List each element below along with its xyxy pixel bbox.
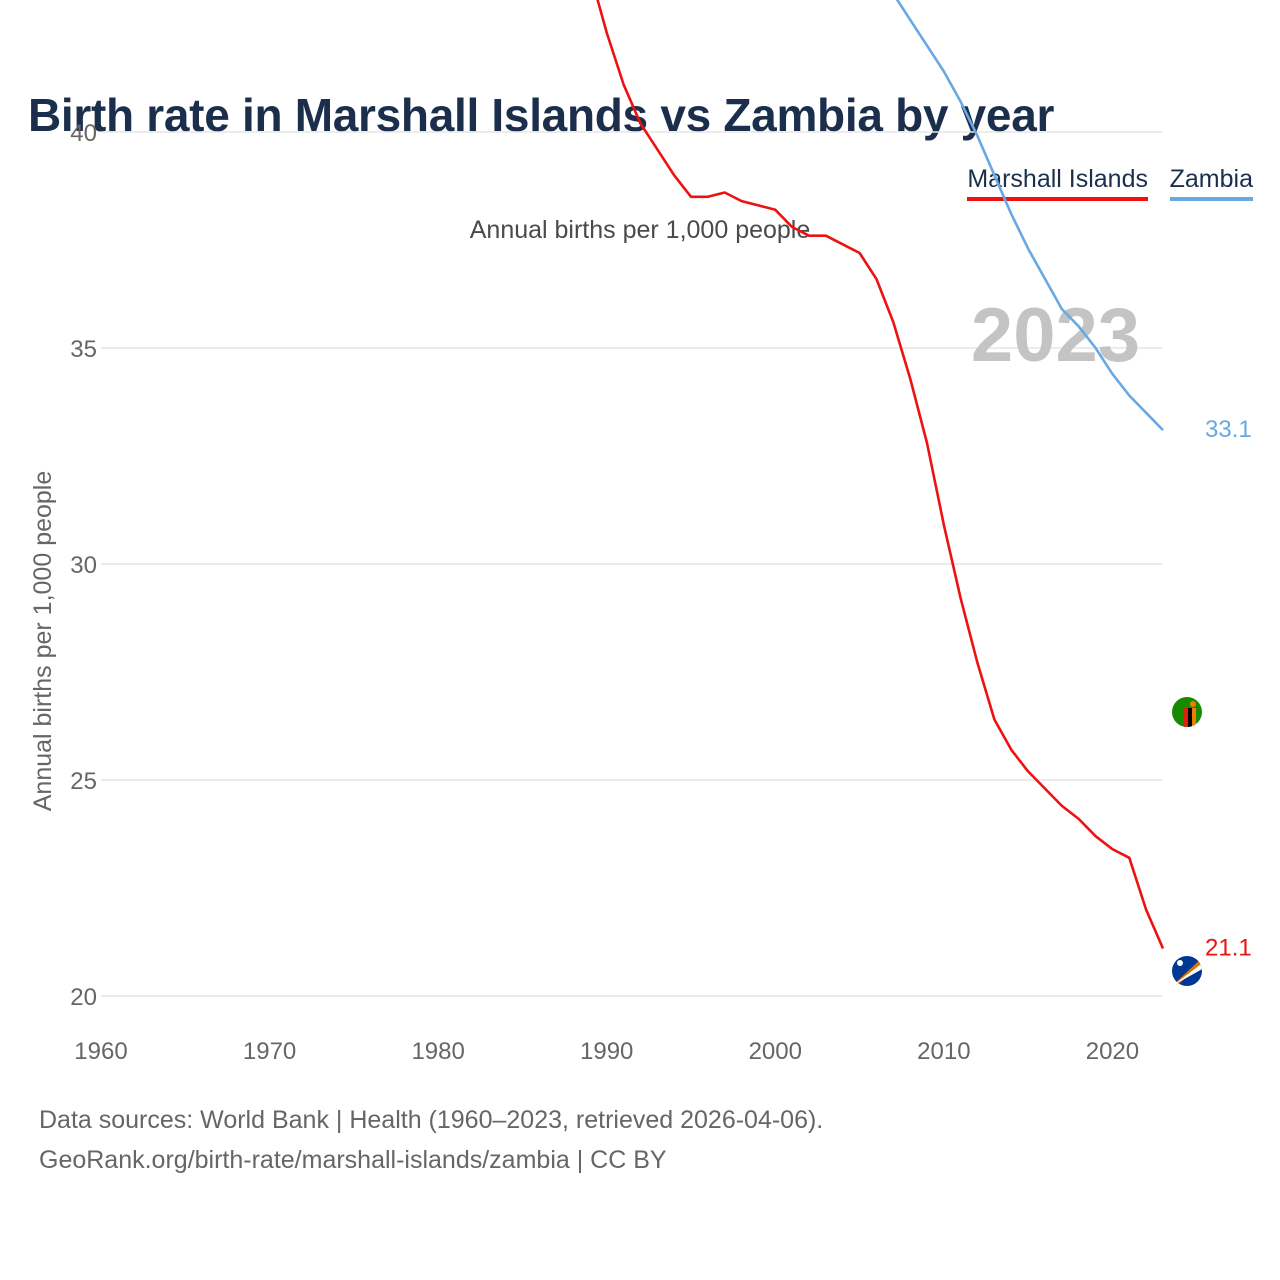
end-markers <box>1172 697 1202 986</box>
x-tick-label: 1980 <box>411 1038 464 1065</box>
y-tick-label: 25 <box>70 768 97 795</box>
y-axis-ticks: 20253035404550 <box>70 120 97 1011</box>
y-tick-label: 30 <box>70 552 97 579</box>
y-axis-label: Annual births per 1,000 people <box>29 471 57 812</box>
line-chart: 20253035404550 1960197019801990200020102… <box>29 0 1252 1065</box>
legend-zambia[interactable]: Zambia <box>1169 165 1253 201</box>
gridlines <box>101 131 1162 997</box>
series-line-marshall-islands <box>596 0 1165 950</box>
source-line-2: GeoRank.org/birth-rate/marshall-islands/… <box>39 1146 667 1174</box>
x-tick-label: 2010 <box>917 1038 970 1065</box>
series-lines <box>596 0 1165 950</box>
marshall-islands-flag-icon <box>1172 956 1202 986</box>
y-tick-label: 35 <box>70 336 97 363</box>
series-line-zambia <box>895 0 1164 432</box>
x-tick-label: 2000 <box>749 1038 802 1065</box>
zambia-flag-icon <box>1172 697 1202 727</box>
x-tick-label: 1970 <box>243 1038 296 1065</box>
y-tick-label: 40 <box>70 120 97 147</box>
end-label-marshall-islands: 21.1 <box>1205 934 1252 961</box>
chart-subtitle: Annual births per 1,000 people <box>469 216 811 244</box>
y-tick-label: 20 <box>70 984 97 1011</box>
source-line-1: Data sources: World Bank | Health (1960–… <box>39 1106 824 1134</box>
x-tick-label: 1990 <box>580 1038 633 1065</box>
x-axis-ticks: 1960 1970 1980 1990 2000 2010 2020 <box>74 1038 1139 1065</box>
end-label-zambia: 33.1 <box>1205 416 1252 443</box>
current-year-label: 2023 <box>971 293 1140 378</box>
x-tick-label: 1960 <box>74 1038 127 1065</box>
x-tick-label: 2020 <box>1086 1038 1139 1065</box>
end-value-labels: 21.1 33.1 <box>1205 416 1252 961</box>
